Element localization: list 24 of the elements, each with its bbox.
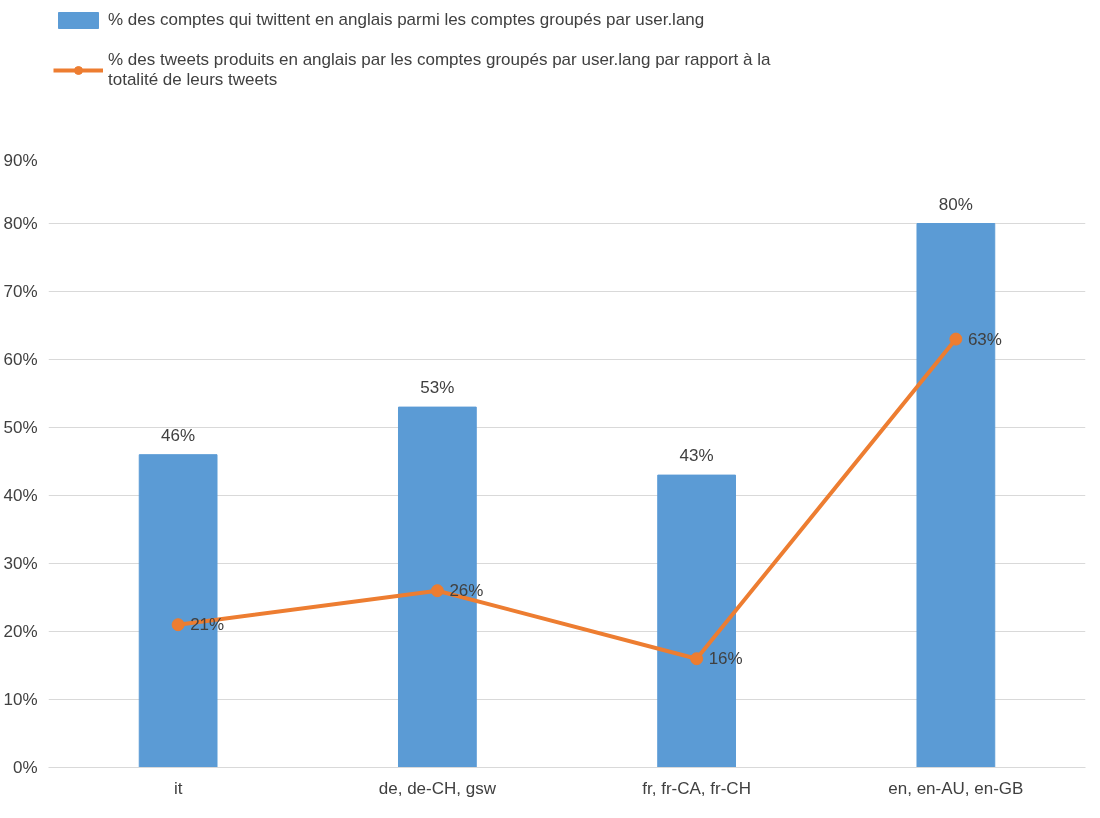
x-tick-label: en, en-AU, en-GB	[888, 778, 1024, 798]
y-tick-label: 0%	[12, 758, 38, 777]
y-tick-label: 30%	[3, 554, 38, 573]
point	[690, 652, 704, 666]
y-tick-label: 40%	[3, 486, 38, 505]
y-tick-label: 20%	[3, 622, 38, 641]
point	[949, 332, 963, 346]
x-tick-label: fr, fr-CA, fr-CH	[642, 778, 751, 798]
x-tick-label: de, de-CH, gsw	[378, 778, 497, 798]
y-tick-label: 50%	[3, 418, 38, 437]
point	[430, 584, 444, 598]
x-tick-label: it	[173, 778, 183, 798]
y-tick-label: 60%	[3, 350, 38, 369]
point	[171, 618, 185, 632]
y-tick-label: 90%	[3, 150, 38, 170]
data-label: 46%	[161, 425, 196, 445]
legend-label: % des tweets produits en anglais par les comptes groupés par user.lang par rapport à la totalité de leurs tweets	[108, 50, 771, 90]
data-label: 53%	[420, 378, 455, 398]
data-label: 43%	[679, 446, 714, 466]
legend-label: % des comptes qui twittent en anglais parmi les comptes groupés par user.lang	[108, 10, 705, 30]
data-label: 80%	[938, 194, 973, 214]
y-tick-label: 10%	[3, 690, 38, 709]
y-tick-label: 80%	[3, 214, 38, 233]
y-tick-label: 70%	[3, 282, 38, 301]
